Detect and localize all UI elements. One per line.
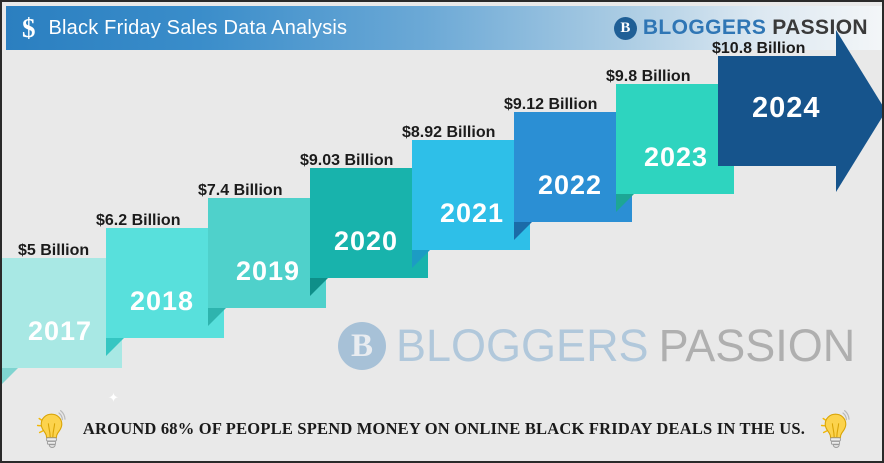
step-block bbox=[514, 112, 632, 222]
dollar-sign-icon: $ bbox=[22, 12, 36, 43]
step-block bbox=[2, 258, 122, 368]
step-block bbox=[616, 84, 734, 194]
step-block bbox=[718, 56, 836, 166]
step-value-label-2022: $9.12 Billion bbox=[504, 96, 598, 113]
chart-step-2020: 2020 bbox=[310, 168, 428, 296]
page-title: Black Friday Sales Data Analysis bbox=[48, 16, 348, 39]
logo-word-bloggers: BLOGGERS bbox=[642, 16, 767, 39]
chart-step-2023: 2023 bbox=[616, 84, 734, 212]
chart-step-2017: 2017 bbox=[2, 258, 122, 386]
watermark-word-passion: PASSION bbox=[658, 320, 856, 371]
step-year-label: 2023 bbox=[644, 142, 709, 172]
step-fold-shadow bbox=[514, 222, 550, 240]
sparkle-icon: ✦ bbox=[108, 390, 119, 405]
step-block bbox=[412, 140, 530, 250]
header-bar: $ Black Friday Sales Data Analysis B BLO… bbox=[6, 6, 882, 50]
step-value-label-2020: $9.03 Billion bbox=[300, 152, 394, 169]
watermark-word-bloggers: BLOGGERS bbox=[396, 320, 649, 371]
step-fold-shadow bbox=[2, 368, 36, 386]
step-fold-shadow bbox=[208, 308, 244, 326]
step-year-label: 2024 bbox=[752, 92, 821, 124]
footer-note: AROUND 68% OF PEOPLE SPEND MONEY ON ONLI… bbox=[2, 398, 882, 460]
step-value-label-2019: $7.4 Billion bbox=[198, 182, 283, 199]
watermark-mark-letter: B bbox=[350, 327, 373, 364]
step-year-label: 2017 bbox=[28, 316, 93, 346]
step-block bbox=[208, 198, 326, 308]
step-value-label-2024: $10.8 Billion bbox=[712, 40, 806, 57]
step-value-label-2021: $8.92 Billion bbox=[402, 124, 496, 141]
step-fold-shadow bbox=[106, 338, 142, 356]
sales-staircase-chart: $5 Billion 2017 $6.2 Billion 2018 $7.4 Billi… bbox=[2, 30, 882, 390]
chart-step-2021: 2021 bbox=[412, 140, 530, 268]
step-block bbox=[310, 168, 428, 278]
step-value-label-2023: $9.8 Billion bbox=[606, 68, 691, 85]
watermark-logo: B BLOGGERS PASSION bbox=[338, 320, 855, 372]
step-year-label: 2019 bbox=[236, 256, 301, 286]
lightbulb-icon-left bbox=[35, 409, 69, 449]
chart-step-2019: 2019 bbox=[208, 198, 326, 326]
step-year-label: 2021 bbox=[440, 198, 505, 228]
lightbulb-icon-right bbox=[819, 409, 853, 449]
step-fold-shadow bbox=[412, 250, 448, 268]
step-year-label: 2022 bbox=[538, 170, 603, 200]
step-block bbox=[106, 228, 224, 338]
chart-step-2018: 2018 bbox=[106, 228, 224, 356]
step-year-label: 2018 bbox=[130, 286, 195, 316]
chart-step-2022: 2022 bbox=[514, 112, 632, 240]
arrow-head-2024 bbox=[836, 30, 882, 192]
step-fold-shadow bbox=[616, 194, 652, 212]
footer-statistic-text: AROUND 68% OF PEOPLE SPEND MONEY ON ONLI… bbox=[82, 419, 806, 438]
logo-mark-letter: B bbox=[620, 19, 631, 36]
chart-step-2024: 2024 bbox=[718, 30, 882, 192]
watermark-logo-icon: B bbox=[338, 322, 386, 370]
bloggerspassion-logo-icon: B bbox=[613, 16, 637, 40]
header-left-group: $ Black Friday Sales Data Analysis bbox=[22, 12, 348, 43]
step-fold-shadow bbox=[310, 278, 346, 296]
step-year-label: 2020 bbox=[334, 226, 399, 256]
header-logo[interactable]: B BLOGGERS PASSION bbox=[613, 16, 868, 40]
step-value-label-2018: $6.2 Billion bbox=[96, 212, 181, 229]
step-value-label-2017: $5 Billion bbox=[18, 242, 90, 259]
